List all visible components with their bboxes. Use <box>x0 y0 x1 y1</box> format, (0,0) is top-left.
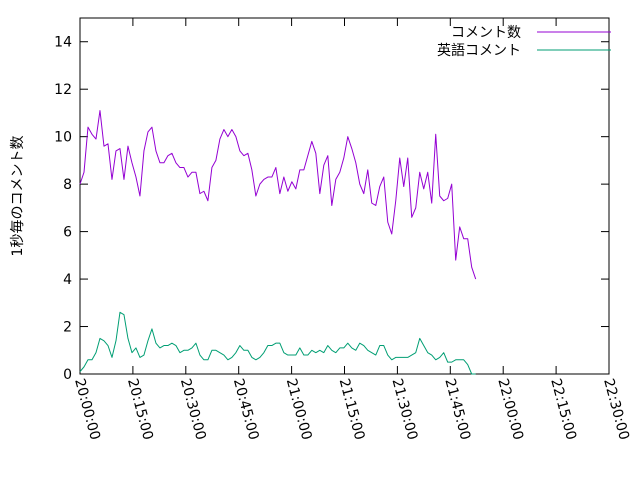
y-tick-label: 14 <box>54 35 72 51</box>
series-line-1 <box>79 311 476 375</box>
y-axis: 0 2 4 6 8 10 12 14 <box>54 35 609 383</box>
x-tick-label: 22:00:00 <box>494 377 526 442</box>
y-tick-label: 10 <box>54 130 72 146</box>
legend-label-1: 英語コメント <box>437 42 521 59</box>
x-tick-label: 21:00:00 <box>283 377 315 442</box>
x-tick-label: 20:00:00 <box>71 377 103 442</box>
x-tick-label: 20:15:00 <box>124 377 156 442</box>
y-tick-label: 2 <box>63 320 72 336</box>
x-tick-label: 22:30:00 <box>600 377 632 442</box>
series-line-0 <box>79 110 477 280</box>
y-axis-label: 1秒毎のコメント数 <box>10 136 26 257</box>
y-tick-label: 4 <box>63 272 72 288</box>
series-group <box>79 110 477 375</box>
y-tick-label: 12 <box>54 82 72 98</box>
x-tick-label: 21:15:00 <box>336 377 368 442</box>
y-tick-label: 8 <box>63 177 72 193</box>
legend-label-0: コメント数 <box>451 25 521 41</box>
x-tick-label: 22:15:00 <box>547 377 579 442</box>
y-tick-label: 0 <box>63 367 72 383</box>
plot-border <box>79 17 610 375</box>
y-tick-label: 6 <box>63 225 72 241</box>
x-tick-label: 21:30:00 <box>389 377 421 442</box>
x-axis: 20:00:00 20:15:00 20:30:00 20:45:00 21:00:00… <box>71 18 632 442</box>
x-tick-label: 20:30:00 <box>177 377 209 442</box>
x-tick-label: 20:45:00 <box>230 377 262 442</box>
x-tick-label: 21:45:00 <box>441 377 473 442</box>
